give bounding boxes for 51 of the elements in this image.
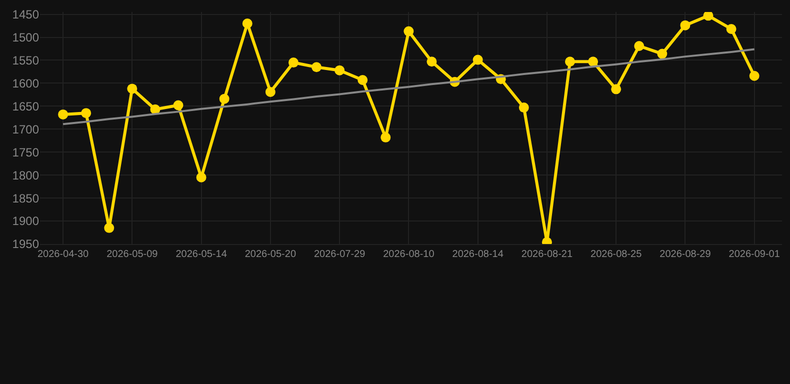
- y-tick-label: 1950: [12, 237, 40, 252]
- x-tick-label: 2026-09-01: [728, 249, 780, 260]
- y-tick-label: 1650: [12, 99, 40, 114]
- x-tick-label: 2026-08-29: [660, 249, 712, 260]
- point: [657, 48, 668, 59]
- point: [81, 108, 92, 118]
- point: [749, 70, 760, 81]
- point: [518, 102, 529, 113]
- x-tick-label: 2026-08-21: [521, 249, 573, 260]
- x-tick-label: 2026-05-14: [176, 249, 228, 260]
- y-tick-label: 1850: [12, 191, 40, 206]
- line-series: [62, 48, 756, 126]
- point: [380, 132, 391, 142]
- x-tick-label: 2026-05-20: [244, 249, 296, 260]
- point: [173, 100, 184, 110]
- y-tick-label: 1750: [12, 145, 40, 160]
- x-tick-label: 2026-04-30: [37, 249, 90, 260]
- point: [680, 20, 690, 30]
- point: [265, 86, 276, 97]
- x-tick-label: 2026-08-10: [383, 249, 435, 260]
- point: [426, 56, 437, 67]
- point: [334, 65, 345, 76]
- point: [565, 56, 575, 67]
- x-tick-label: 2026-08-14: [452, 249, 504, 260]
- point: [288, 58, 298, 68]
- point: [611, 84, 622, 94]
- point: [472, 54, 483, 65]
- point: [634, 41, 644, 51]
- y-tick-label: 1450: [12, 8, 40, 22]
- x-tick-label: 2026-08-25: [590, 249, 642, 260]
- x-tick-label: 2026-05-09: [106, 249, 158, 260]
- point: [104, 222, 114, 233]
- point: [196, 172, 206, 182]
- x-tick-label: 2026-07-29: [314, 249, 366, 260]
- point: [58, 109, 68, 120]
- point: [150, 104, 160, 114]
- point: [242, 18, 252, 28]
- y-tick-label: 1550: [12, 53, 40, 68]
- y-tick-label: 1900: [12, 214, 40, 228]
- point: [404, 26, 414, 36]
- point: [127, 84, 138, 94]
- y-tick-label: 1500: [12, 30, 40, 44]
- point: [358, 74, 368, 85]
- y-tick-label: 1700: [12, 122, 40, 136]
- point: [588, 56, 598, 67]
- point: [726, 24, 736, 34]
- point: [219, 94, 230, 104]
- y-tick-label: 1800: [12, 168, 40, 182]
- point: [703, 12, 714, 21]
- y-tick-label: 1600: [12, 76, 40, 90]
- point: [312, 62, 322, 72]
